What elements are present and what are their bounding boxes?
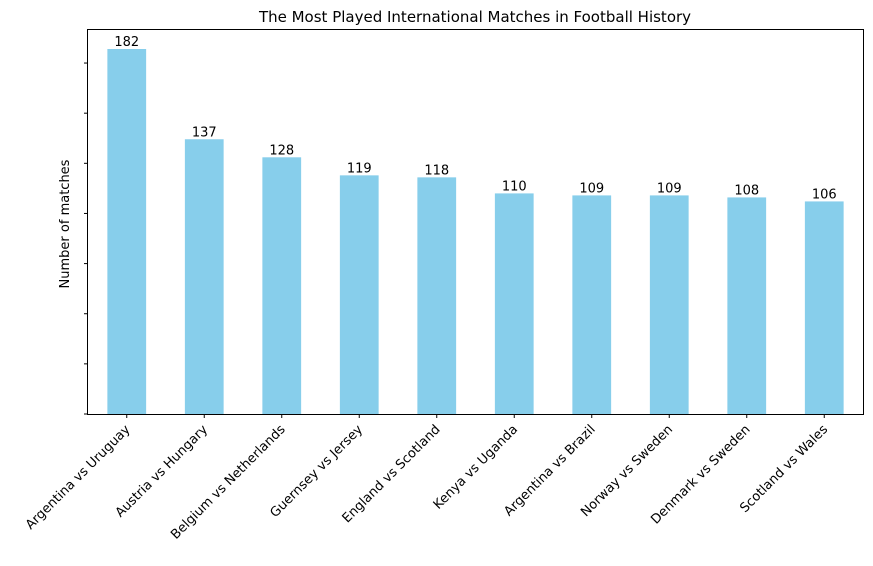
plot-frame: [87, 29, 864, 415]
bar-value-label: 108: [734, 183, 759, 198]
bar: [727, 197, 767, 414]
bar-value-label: 106: [812, 187, 837, 202]
x-tick-label: Kenya vs Uganda: [431, 422, 521, 512]
bar: [107, 49, 147, 414]
chart-title: The Most Played International Matches in…: [258, 8, 691, 26]
bars: [107, 49, 844, 415]
bar: [804, 201, 844, 414]
bar-value-label: 110: [502, 179, 527, 194]
x-tick-label: Scotland vs Wales: [737, 422, 831, 516]
bar: [572, 195, 612, 414]
bar-value-label: 118: [424, 163, 449, 178]
bar-value-label: 128: [269, 143, 294, 158]
y-axis-label: Number of matches: [58, 159, 73, 288]
x-tick-label: Argentina vs Uruguay: [23, 422, 134, 533]
bar: [262, 157, 302, 415]
bar: [339, 175, 379, 414]
bar-value-label: 137: [192, 125, 217, 140]
bar-value-label: 182: [114, 35, 139, 50]
bar: [417, 177, 457, 414]
bar-value-label: 109: [657, 181, 682, 196]
value-labels: 182 137 128 119 118 110 109 109 108 106: [114, 35, 836, 202]
bar-value-label: 109: [579, 181, 604, 196]
bar-value-label: 119: [347, 161, 372, 176]
bar: [494, 193, 534, 414]
bar: [184, 139, 224, 414]
bar: [649, 195, 689, 414]
